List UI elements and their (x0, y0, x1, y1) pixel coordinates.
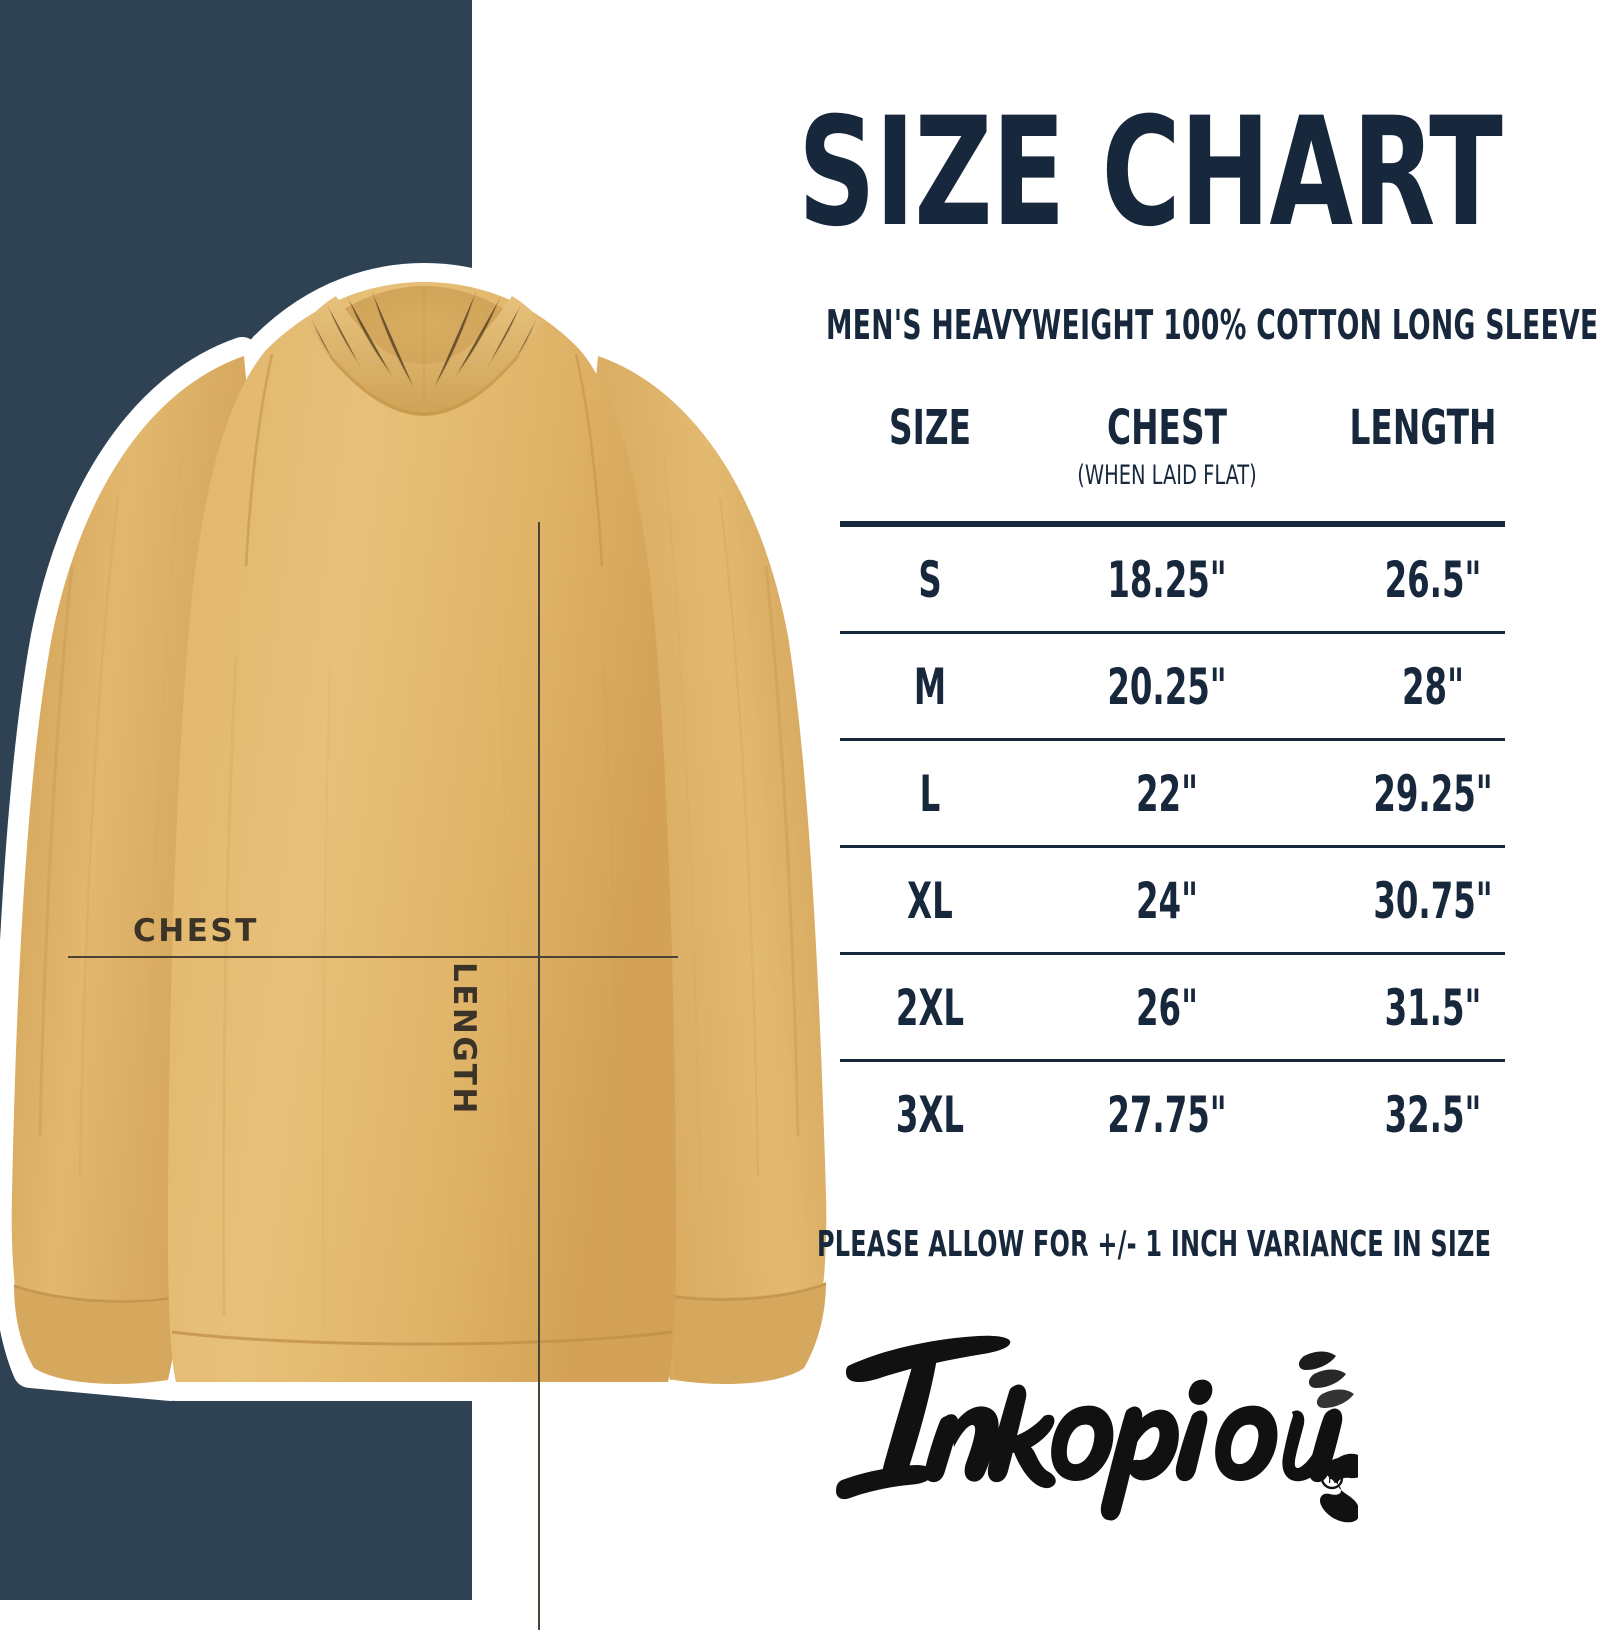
cell-size: S (918, 551, 942, 609)
column-header-chest: CHEST (1106, 400, 1228, 456)
long-sleeve-shirt-illustration (0, 263, 846, 1401)
size-table: SIZE CHEST LENGTH (WHEN LAID FLAT) S 18.… (840, 404, 1505, 1166)
cell-chest: 27.75" (1107, 1086, 1227, 1144)
cell-size: XL (907, 872, 953, 930)
table-row: 3XL 27.75" 32.5" (840, 1062, 1505, 1166)
table-row: L 22" 29.25" (840, 741, 1505, 845)
chest-label: CHEST (133, 913, 259, 949)
shirt-right-cuff (670, 1282, 826, 1384)
cell-length: 26.5" (1384, 551, 1482, 609)
cell-length: 28" (1402, 658, 1464, 716)
table-header-row: SIZE CHEST LENGTH (WHEN LAID FLAT) (840, 404, 1505, 521)
cell-size: L (919, 765, 941, 823)
cell-chest: 22" (1136, 765, 1198, 823)
cell-length: 29.25" (1373, 765, 1493, 823)
table-row: S 18.25" 26.5" (840, 527, 1505, 631)
shirt-bottom-hem (171, 1330, 673, 1346)
table-row-divider (840, 845, 1505, 848)
cell-chest: 18.25" (1107, 551, 1227, 609)
brand-logo: Inkopious (818, 1308, 1367, 1523)
cell-size: M (913, 658, 947, 716)
cell-length: 30.75" (1373, 872, 1493, 930)
info-column: SIZE CHART MEN'S HEAVYWEIGHT 100% COTTON… (700, 0, 1600, 1600)
table-header-rule (840, 521, 1505, 527)
column-header-size: SIZE (888, 400, 972, 456)
shirt-left-cuff (14, 1284, 172, 1384)
table-row-divider (840, 738, 1505, 741)
table-row: XL 24" 30.75" (840, 848, 1505, 952)
cell-length: 32.5" (1384, 1086, 1482, 1144)
table-row: 2XL 26" 31.5" (840, 955, 1505, 1059)
chest-measurement-line (68, 956, 678, 958)
page-title: SIZE CHART (797, 86, 1503, 260)
table-row: M 20.25" 28" (840, 634, 1505, 738)
column-header-chest-note: (WHEN LAID FLAT) (1077, 460, 1257, 491)
table-row-divider (840, 1059, 1505, 1062)
variance-note: PLEASE ALLOW FOR +/- 1 INCH VARIANCE IN … (817, 1224, 1492, 1265)
shirt-collar-rib (306, 296, 542, 416)
column-header-length: LENGTH (1349, 400, 1497, 456)
cell-length: 31.5" (1384, 979, 1482, 1037)
cell-chest: 20.25" (1107, 658, 1227, 716)
cell-size: 2XL (895, 979, 965, 1037)
page-subtitle: MEN'S HEAVYWEIGHT 100% COTTON LONG SLEEV… (826, 301, 1599, 349)
table-row-divider (840, 631, 1505, 634)
svg-text:R: R (1328, 1472, 1336, 1486)
table-row-divider (840, 952, 1505, 955)
length-measurement-line (538, 522, 540, 1630)
registered-trademark-icon: R (1320, 1466, 1344, 1490)
cell-chest: 26" (1136, 979, 1198, 1037)
shirt-body (168, 282, 676, 1382)
inkopious-wordmark: R (836, 1335, 1367, 1523)
length-label: LENGTH (446, 962, 482, 1116)
cell-chest: 24" (1136, 872, 1198, 930)
navy-background-panel-lower (0, 1390, 472, 1600)
cell-size: 3XL (895, 1086, 965, 1144)
garment-photo: CHEST LENGTH (0, 236, 860, 1630)
